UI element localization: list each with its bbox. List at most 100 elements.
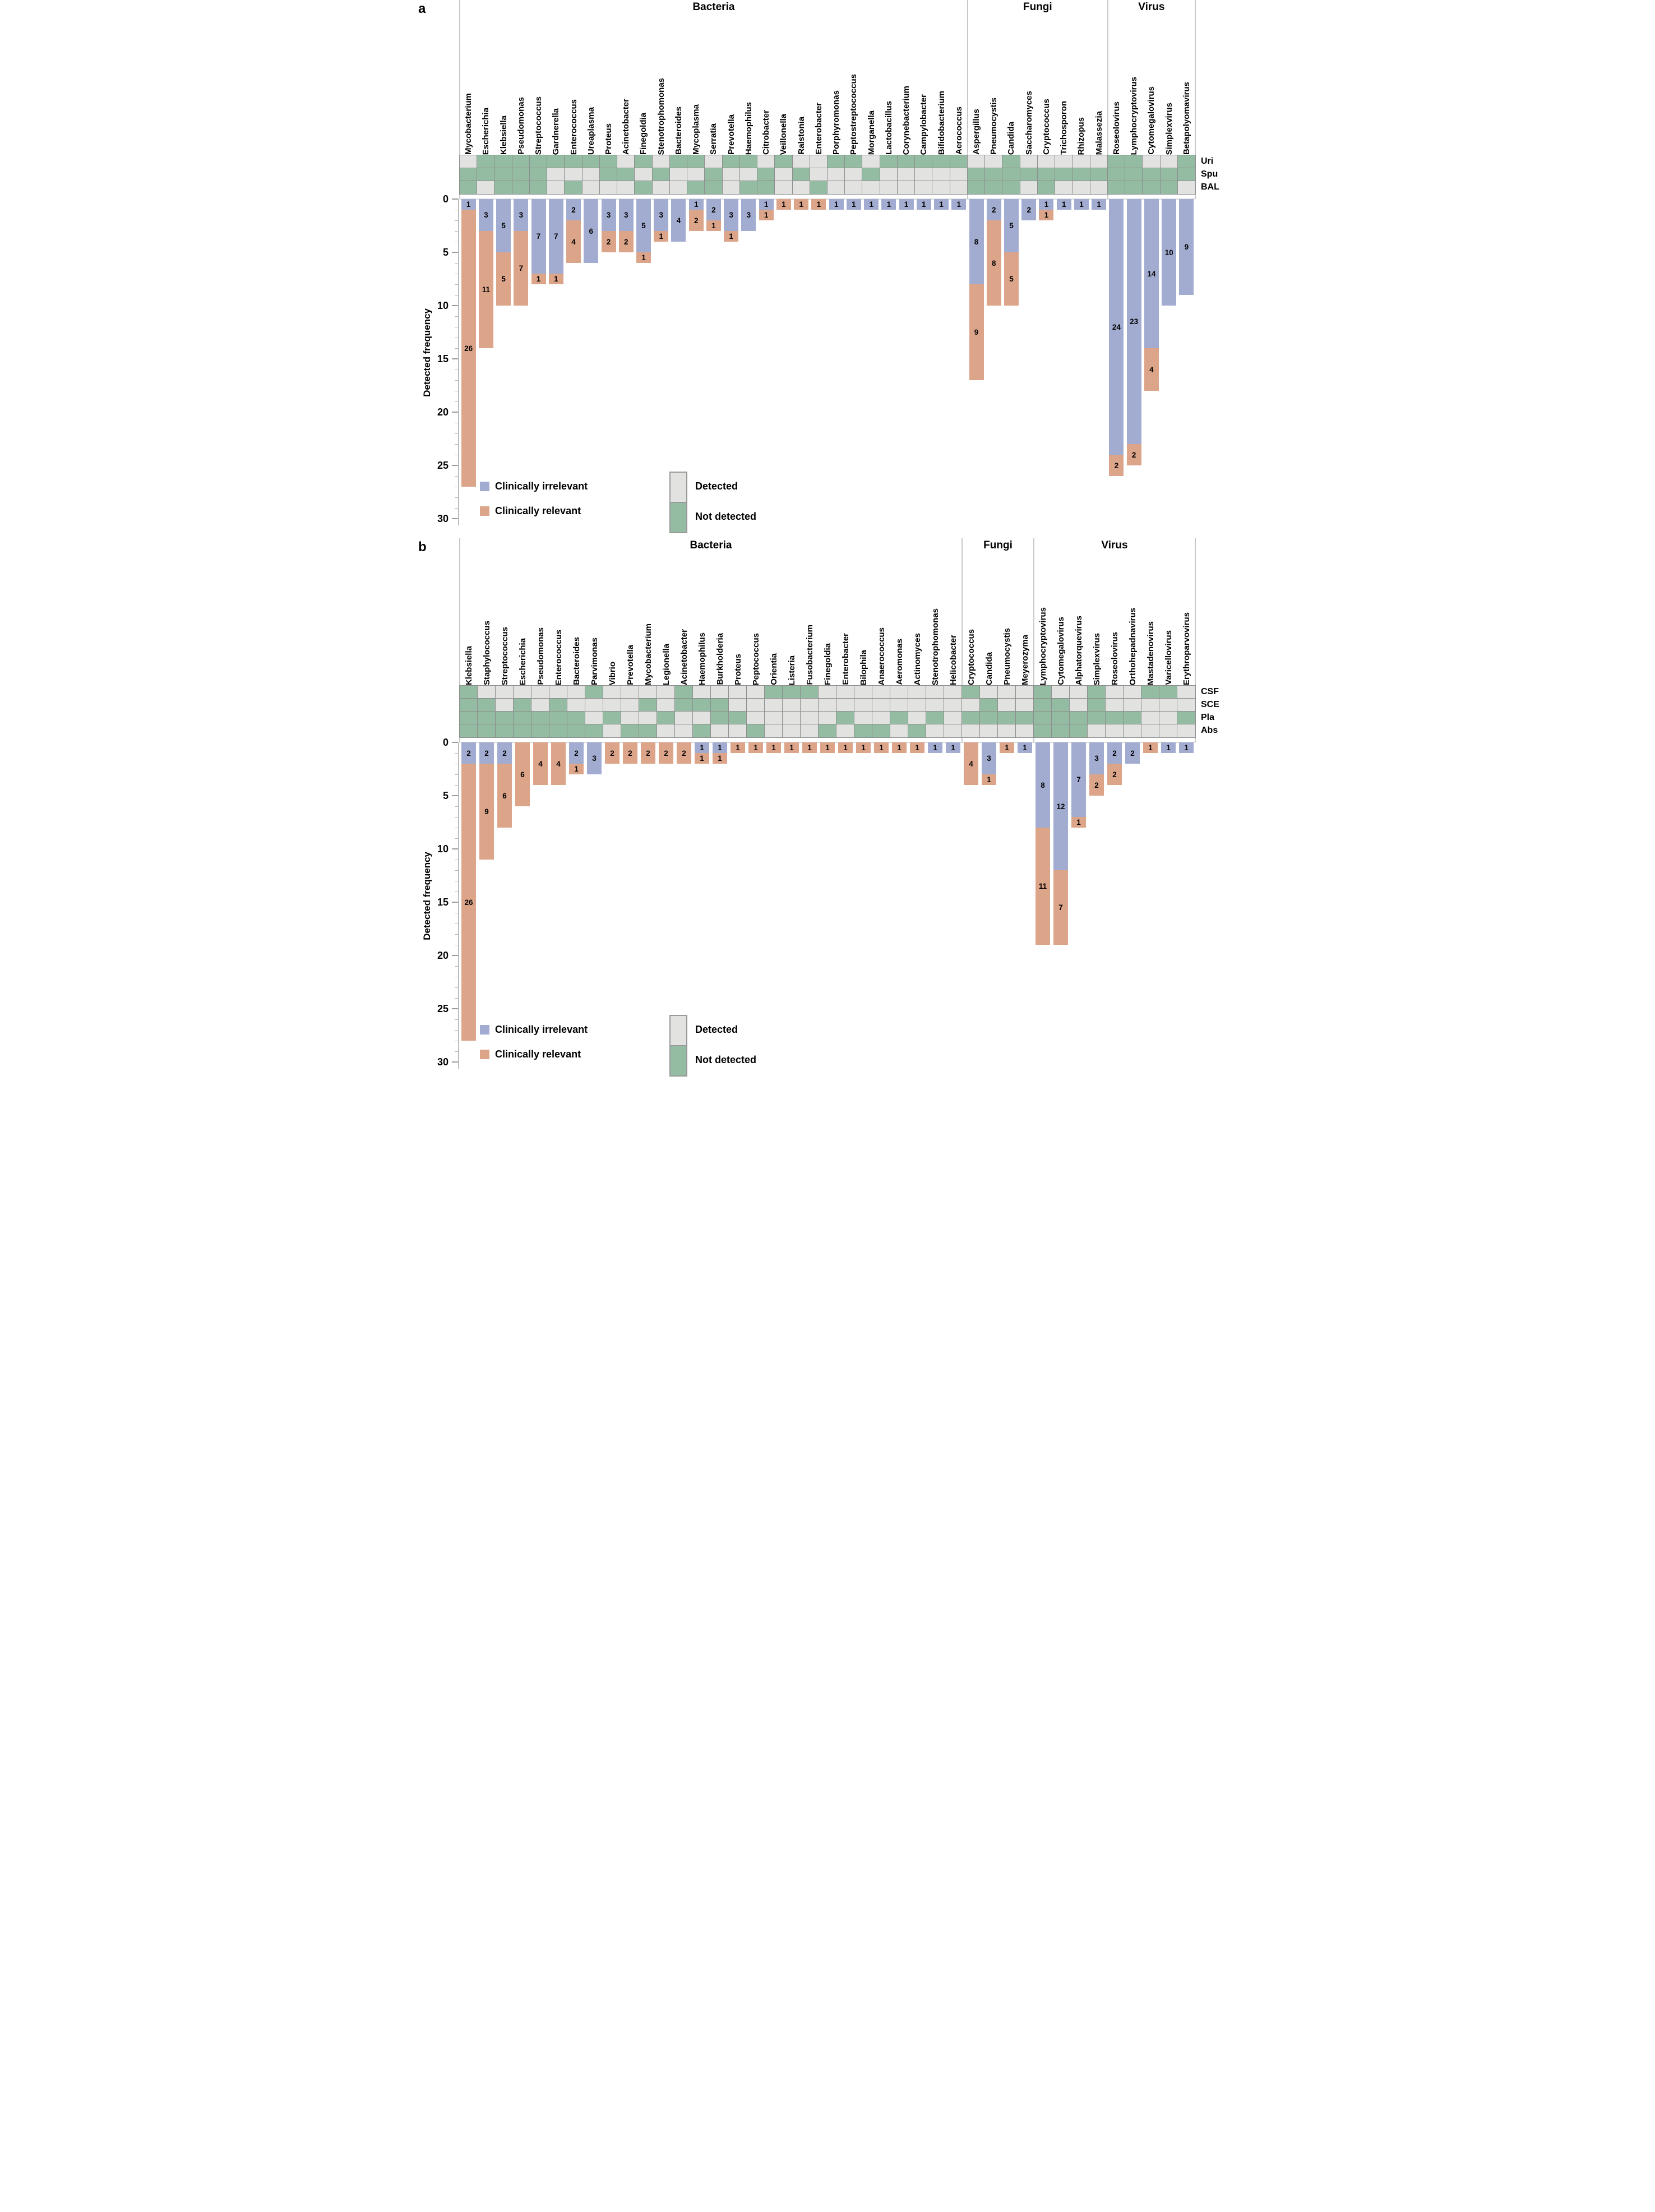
heat-cell-detected bbox=[739, 168, 758, 181]
heat-cell-detected bbox=[819, 699, 836, 712]
organism-label-corynebacterium: Corynebacterium bbox=[898, 15, 915, 155]
bar-value-irrelevant: 1 bbox=[933, 744, 937, 752]
heat-cell-detected bbox=[1141, 724, 1159, 737]
heat-cell-detected bbox=[890, 724, 908, 737]
bar-value-relevant: 4 bbox=[1149, 365, 1154, 374]
bar-value-irrelevant: 1 bbox=[956, 200, 961, 209]
organism-label-ralstonia: Ralstonia bbox=[793, 15, 810, 155]
organism-label-streptococcus: Streptococcus bbox=[496, 553, 514, 685]
heat-cell-not-detected bbox=[460, 699, 478, 712]
heat-cell-detected bbox=[531, 699, 549, 712]
bar-peptococcus: 1 bbox=[748, 742, 763, 1062]
heat-cell-not-detected bbox=[599, 168, 618, 181]
y-tick-minor bbox=[455, 444, 458, 445]
heatmap-row-SCE bbox=[460, 699, 1195, 712]
organism-label-text: Klebsiella bbox=[464, 645, 474, 685]
bar-segment-irrelevant: 1 bbox=[881, 199, 896, 210]
heat-cell-not-detected bbox=[1088, 712, 1106, 724]
bar-value-irrelevant: 1 bbox=[1061, 200, 1066, 209]
heat-cell-detected bbox=[1124, 724, 1141, 737]
organism-label-text: Porphyromonas bbox=[831, 90, 842, 155]
heat-cell-not-detected bbox=[460, 686, 478, 699]
heat-cell-not-detected bbox=[621, 724, 639, 737]
organism-label-text: Candida bbox=[1006, 121, 1016, 155]
heat-cell-not-detected bbox=[980, 699, 998, 712]
y-axis-line bbox=[458, 199, 459, 525]
plot-left-edge bbox=[459, 0, 460, 199]
heat-cell-detected bbox=[908, 699, 926, 712]
not-detected-label: Not detected bbox=[695, 1054, 757, 1065]
group-divider bbox=[1033, 538, 1034, 742]
bar-orthohepadnavirus: 2 bbox=[1125, 742, 1140, 1062]
bar-value-irrelevant: 7 bbox=[536, 232, 541, 241]
bar-value-relevant: 11 bbox=[1038, 882, 1047, 890]
bar-segment-relevant: 2 bbox=[1126, 444, 1141, 465]
organism-label-enterobacter: Enterobacter bbox=[836, 553, 854, 685]
bar-value-relevant: 4 bbox=[556, 759, 561, 768]
bar-value-irrelevant: 2 bbox=[574, 749, 579, 758]
heat-cell-detected bbox=[1090, 155, 1108, 168]
organism-label-text: Meyerozyma bbox=[1020, 634, 1030, 685]
y-tick-major bbox=[452, 795, 458, 796]
bar-mastadenovirus: 1 bbox=[1143, 742, 1158, 1062]
bar-value-irrelevant: 23 bbox=[1130, 317, 1139, 326]
bar-segment-relevant: 5 bbox=[1004, 252, 1019, 306]
bar-value-relevant: 2 bbox=[646, 749, 650, 758]
bar-value-irrelevant: 1 bbox=[1184, 744, 1189, 752]
organism-label-text: Lymphocryptovirus bbox=[1038, 607, 1048, 685]
y-tick-label: 5 bbox=[442, 247, 449, 258]
organism-label-text: Actinomyces bbox=[912, 632, 922, 685]
heat-cell-not-detected bbox=[1159, 686, 1177, 699]
heat-cell-detected bbox=[1072, 181, 1090, 194]
organism-label-orthohepadnavirus: Orthohepadnavirus bbox=[1124, 553, 1141, 685]
heat-cell-not-detected bbox=[478, 712, 496, 724]
zero-gridline bbox=[460, 198, 1195, 200]
heat-cell-detected bbox=[657, 724, 675, 737]
heat-cell-not-detected bbox=[747, 724, 765, 737]
organism-label-meyerozyma: Meyerozyma bbox=[1016, 553, 1034, 685]
bar-aeromonas: 1 bbox=[892, 742, 907, 1062]
heat-cell-not-detected bbox=[639, 724, 657, 737]
heat-cell-not-detected bbox=[585, 724, 603, 737]
organism-label-proteus: Proteus bbox=[600, 15, 617, 155]
heat-cell-not-detected bbox=[529, 155, 548, 168]
bar-proteus: 1 bbox=[731, 742, 745, 1062]
bar-value-relevant: 1 bbox=[536, 275, 541, 283]
bar-segment-relevant: 1 bbox=[713, 753, 727, 764]
organism-label-text: Mycoplasma bbox=[691, 104, 701, 155]
heat-cell-detected bbox=[639, 686, 657, 699]
heat-cell-not-detected bbox=[801, 686, 819, 699]
bar-rhizopus: 1 bbox=[1074, 199, 1089, 519]
bar-value-relevant: 1 bbox=[554, 275, 558, 283]
bar-value-irrelevant: 5 bbox=[501, 221, 506, 230]
heat-cell-detected bbox=[783, 724, 801, 737]
organism-label-text: Mycobacterium bbox=[464, 93, 474, 155]
organism-label-haemophilus: Haemophilus bbox=[740, 15, 757, 155]
bar-segment-irrelevant: 3 bbox=[982, 742, 996, 774]
heat-cell-detected bbox=[652, 155, 670, 168]
heat-cell-detected bbox=[827, 168, 845, 181]
heat-cell-detected bbox=[926, 724, 944, 737]
y-tick-minor bbox=[455, 934, 458, 935]
bar-segment-irrelevant: 4 bbox=[671, 199, 686, 242]
organism-label-text: Peptostreptococcus bbox=[849, 73, 859, 155]
heat-cell-detected bbox=[783, 712, 801, 724]
organism-label-mastadenovirus: Mastadenovirus bbox=[1141, 553, 1159, 685]
bar-campylobacter: 1 bbox=[916, 199, 931, 519]
bar-value-irrelevant: 3 bbox=[592, 754, 597, 763]
bar-value-irrelevant: 2 bbox=[571, 205, 576, 214]
heat-cell-detected bbox=[845, 168, 863, 181]
bar-value-relevant: 1 bbox=[825, 744, 830, 752]
bar-value-relevant: 1 bbox=[753, 744, 758, 752]
heat-cell-not-detected bbox=[549, 712, 567, 724]
organism-label-campylobacter: Campylobacter bbox=[915, 15, 932, 155]
bar-value-irrelevant: 2 bbox=[502, 749, 507, 758]
group-header-row: Bacteria Fungi Virus bbox=[460, 0, 1195, 15]
heat-cell-not-detected bbox=[635, 155, 653, 168]
heat-cell-detected bbox=[1106, 686, 1124, 699]
organism-label-text: Alphatorquevirus bbox=[1074, 615, 1084, 685]
heat-cell-detected bbox=[669, 168, 688, 181]
bar-value-irrelevant: 1 bbox=[700, 744, 704, 752]
bar-segment-relevant: 1 bbox=[910, 742, 924, 753]
organism-label-text: Gardnerella bbox=[551, 108, 561, 155]
